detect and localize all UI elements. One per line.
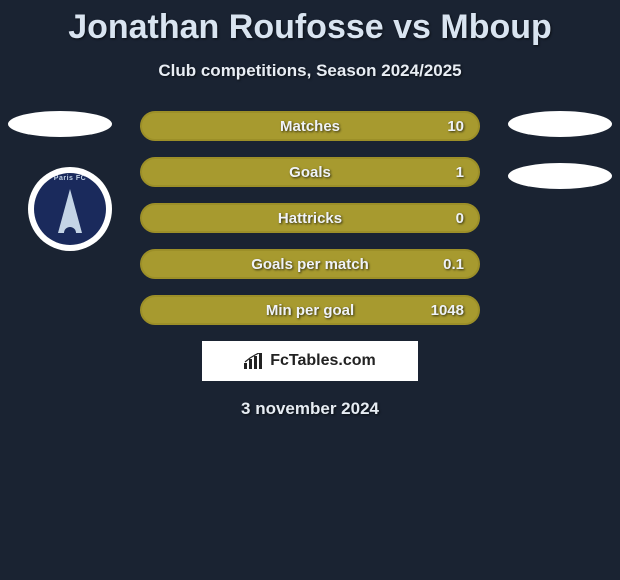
branding-text: FcTables.com: [270, 352, 376, 370]
stat-bars: Matches 10 Goals 1 Hattricks 0 Goals per…: [140, 111, 480, 325]
club-badge-inner: Paris FC: [34, 173, 106, 245]
page-title: Jonathan Roufosse vs Mboup: [0, 0, 620, 47]
comparison-content: Paris FC Matches 10 Goals 1 Hattricks 0 …: [0, 111, 620, 419]
stat-label: Min per goal: [266, 302, 354, 319]
right-placeholder-oval-1: [508, 111, 612, 137]
left-placeholder-oval-1: [8, 111, 112, 137]
stat-label: Goals per match: [251, 256, 369, 273]
club-badge-text: Paris FC: [54, 175, 86, 182]
stat-label: Goals: [289, 164, 331, 181]
stat-label: Matches: [280, 118, 340, 135]
stat-value: 10: [447, 118, 464, 135]
bars-chart-icon: [244, 353, 264, 369]
stat-value: 0.1: [443, 256, 464, 273]
stat-value: 0: [456, 210, 464, 227]
stat-value: 1048: [431, 302, 464, 319]
right-placeholder-oval-2: [508, 163, 612, 189]
eiffel-tower-icon: [58, 189, 82, 233]
subtitle: Club competitions, Season 2024/2025: [0, 61, 620, 81]
stat-label: Hattricks: [278, 210, 342, 227]
stat-value: 1: [456, 164, 464, 181]
date-text: 3 november 2024: [0, 399, 620, 419]
stat-bar-min-per-goal: Min per goal 1048: [140, 295, 480, 325]
stat-bar-goals-per-match: Goals per match 0.1: [140, 249, 480, 279]
left-club-badge: Paris FC: [28, 167, 112, 251]
branding-banner: FcTables.com: [202, 341, 418, 381]
stat-bar-matches: Matches 10: [140, 111, 480, 141]
stat-bar-goals: Goals 1: [140, 157, 480, 187]
stat-bar-hattricks: Hattricks 0: [140, 203, 480, 233]
